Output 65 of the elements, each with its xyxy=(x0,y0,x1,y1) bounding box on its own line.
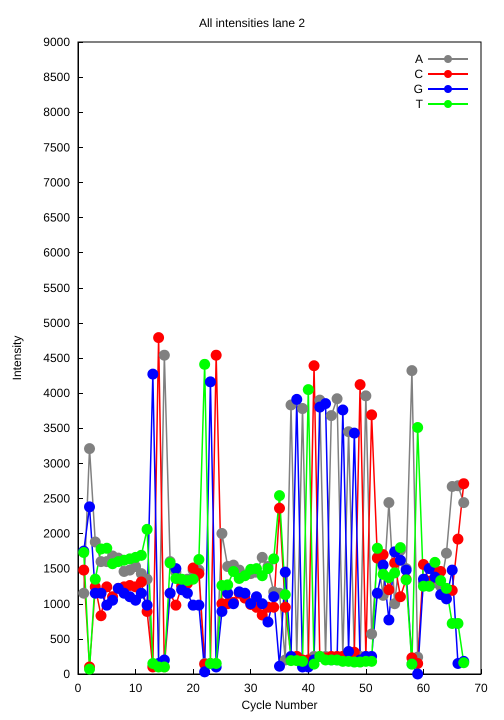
x-tick-label: 70 xyxy=(474,681,488,695)
y-tick-label: 7000 xyxy=(43,175,70,190)
legend-label: G xyxy=(414,82,423,96)
point xyxy=(366,628,378,640)
y-tick-label: 3000 xyxy=(43,456,70,470)
point xyxy=(153,332,164,344)
point xyxy=(274,502,285,514)
y-tick-label: 4500 xyxy=(43,351,70,365)
point xyxy=(326,410,337,422)
x-tick-label: 50 xyxy=(359,681,373,695)
point xyxy=(170,600,182,611)
chart-title: All intensities lane 2 xyxy=(198,16,306,30)
point xyxy=(440,548,452,559)
y-tick-label: 1000 xyxy=(43,596,70,611)
y-tick-label: 5000 xyxy=(43,316,70,330)
point xyxy=(332,393,343,404)
y-axis-title: Intensity xyxy=(10,336,24,380)
point xyxy=(308,360,320,372)
y-tick-label: 0 xyxy=(63,667,70,681)
y-tick-label: 8000 xyxy=(43,105,70,120)
y-tick-label: 5500 xyxy=(43,280,70,295)
y-tick-label: 7500 xyxy=(43,140,70,154)
point xyxy=(406,365,418,376)
y-tick-label: 8500 xyxy=(43,70,70,84)
legend-label: C xyxy=(414,67,424,81)
point xyxy=(458,478,470,490)
point xyxy=(158,350,170,361)
x-tick-label: 0 xyxy=(74,681,82,695)
y-tick-label: 2500 xyxy=(43,491,70,506)
x-tick-label: 10 xyxy=(128,681,143,695)
point xyxy=(383,497,394,508)
point xyxy=(210,350,222,361)
x-tick-label: 30 xyxy=(244,681,258,695)
point xyxy=(458,497,470,508)
point xyxy=(280,602,291,613)
y-tick-label: 6000 xyxy=(43,246,70,260)
y-tick-label: 2000 xyxy=(43,526,70,541)
point xyxy=(360,390,372,402)
legend-label: T xyxy=(416,97,424,111)
point xyxy=(452,534,464,545)
y-tick-label: 500 xyxy=(50,632,70,646)
point xyxy=(394,591,406,602)
point xyxy=(256,552,268,563)
x-tick-label: 40 xyxy=(302,681,316,695)
point xyxy=(354,379,366,390)
y-tick-label: 4000 xyxy=(43,386,70,400)
x-axis-title: Cycle Number xyxy=(241,698,318,712)
point xyxy=(78,588,90,599)
y-tick-label: 3500 xyxy=(43,421,70,436)
point xyxy=(383,584,394,596)
y-tick-label: 1500 xyxy=(43,562,70,576)
point xyxy=(90,536,101,548)
y-tick-label: 9000 xyxy=(43,35,70,49)
point xyxy=(216,528,228,540)
y-tick-label: 6500 xyxy=(43,210,70,225)
point xyxy=(366,409,378,420)
point xyxy=(297,403,308,414)
point xyxy=(84,443,96,454)
x-tick-label: 60 xyxy=(416,681,430,695)
x-tick-label: 20 xyxy=(186,681,200,695)
point xyxy=(78,564,90,576)
point xyxy=(136,576,147,588)
legend-label: A xyxy=(414,52,423,66)
point xyxy=(96,610,107,622)
point xyxy=(389,598,400,610)
